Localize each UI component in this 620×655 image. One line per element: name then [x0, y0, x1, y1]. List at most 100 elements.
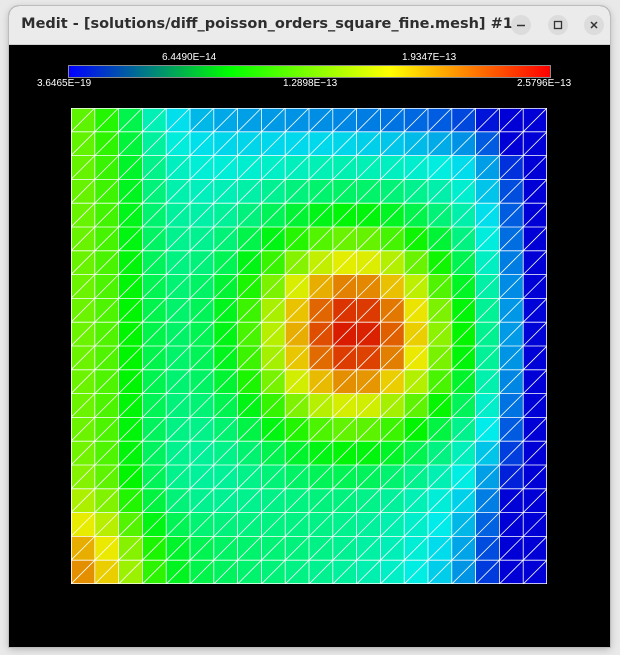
heatmap-cell	[213, 322, 239, 347]
mesh-edge	[94, 107, 119, 133]
mesh-edge	[427, 250, 453, 275]
heatmap-cell	[142, 560, 167, 585]
mesh-edge	[451, 131, 476, 156]
heatmap-cell	[380, 488, 405, 514]
heatmap-cell	[190, 227, 215, 252]
heatmap-cell	[190, 322, 215, 347]
mesh-edge	[356, 488, 381, 513]
heatmap-cell	[94, 108, 120, 133]
mesh-edge	[118, 440, 143, 466]
mesh-edge	[261, 345, 286, 371]
mesh-edge	[261, 536, 286, 561]
heatmap-cell	[309, 465, 334, 490]
mesh-edge	[284, 369, 310, 394]
mesh-edge	[118, 107, 143, 133]
heatmap-cell	[332, 488, 358, 514]
mesh-edge	[475, 417, 500, 442]
heatmap-cell	[237, 441, 262, 466]
render-viewport[interactable]: 6.4490E−14 1.9347E−13 3.6465E−19 1.2898E…	[9, 45, 610, 647]
heatmap-cell	[213, 274, 239, 299]
heatmap-cell	[428, 369, 453, 395]
mesh-edge	[261, 369, 286, 394]
mesh-edge	[475, 321, 500, 347]
mesh-edge	[70, 250, 96, 275]
mesh-edge	[499, 179, 524, 204]
heatmap-cell	[451, 227, 477, 252]
mesh-edge	[332, 107, 357, 133]
heatmap-cell	[523, 274, 548, 299]
mesh-edge	[94, 512, 119, 537]
minimize-button[interactable]	[511, 15, 531, 35]
heatmap-cell	[166, 155, 191, 180]
mesh-edge	[308, 250, 334, 275]
mesh-edge	[142, 512, 167, 537]
mesh-edge	[380, 345, 405, 371]
heatmap-cell	[285, 155, 310, 180]
heatmap-cell	[499, 465, 524, 490]
mesh-edge	[261, 440, 286, 466]
heatmap-cell	[475, 179, 500, 204]
mesh-plot[interactable]	[70, 107, 548, 588]
heatmap-cell	[475, 465, 500, 490]
heatmap-cell	[166, 536, 191, 561]
heatmap-cell	[428, 227, 453, 252]
heatmap-cell	[190, 346, 215, 371]
mesh-edge	[261, 155, 286, 180]
mesh-edge	[308, 179, 334, 204]
heatmap-cell	[499, 155, 524, 180]
heatmap-cell	[142, 203, 167, 228]
heatmap-cell	[142, 155, 167, 180]
mesh-edge	[427, 512, 453, 537]
mesh-edge	[94, 250, 119, 275]
mesh-edge	[308, 512, 334, 537]
heatmap-cell	[94, 346, 120, 371]
mesh-edge	[70, 488, 96, 513]
mesh-edge	[94, 274, 119, 299]
mesh-edge	[142, 250, 167, 275]
mesh-edge	[142, 298, 167, 323]
mesh-edge	[308, 298, 334, 323]
heatmap-cell	[523, 417, 548, 442]
mesh-edge	[165, 274, 191, 299]
heatmap-cell	[332, 298, 358, 323]
mesh-edge	[189, 536, 215, 561]
mesh-edge	[451, 536, 476, 561]
heatmap-cell	[523, 488, 548, 514]
heatmap-cell	[451, 322, 477, 347]
heatmap-cell	[332, 369, 358, 395]
mesh-edge	[261, 488, 286, 513]
mesh-edge	[213, 202, 238, 228]
heatmap-cell	[451, 560, 477, 585]
heatmap-cell	[380, 179, 405, 204]
heatmap-cell	[356, 560, 381, 585]
mesh-edge	[70, 202, 96, 228]
heatmap-cell	[94, 512, 120, 537]
close-button[interactable]	[584, 15, 604, 35]
mesh-edge	[213, 345, 238, 371]
mesh-edge	[499, 440, 524, 466]
mesh-edge	[356, 512, 381, 537]
heatmap-cell	[380, 203, 405, 228]
title-bar[interactable]: Medit - [solutions/diff_poisson_orders_s…	[9, 6, 610, 45]
heatmap-cell	[451, 465, 477, 490]
mesh-edges	[70, 107, 548, 585]
mesh-edge	[332, 274, 357, 299]
heatmap-cell	[213, 227, 239, 252]
heatmap-cell	[94, 250, 120, 276]
mesh-edge	[261, 202, 286, 228]
heatmap-cell	[118, 131, 143, 157]
heatmap-cell	[94, 536, 120, 561]
maximize-button[interactable]	[548, 15, 568, 35]
mesh-edge	[189, 393, 215, 418]
heatmap-cell	[237, 179, 262, 204]
heatmap-cell	[404, 274, 429, 299]
heatmap-cell	[237, 369, 262, 395]
heatmap-cell	[428, 512, 453, 537]
mesh-edge	[332, 250, 357, 275]
heatmap-cell	[356, 512, 381, 537]
heatmap-cell	[285, 322, 310, 347]
heatmap-cell	[94, 179, 120, 204]
heatmap-cell	[380, 441, 405, 466]
mesh-edge	[189, 464, 215, 490]
heatmap-cell	[71, 369, 96, 395]
